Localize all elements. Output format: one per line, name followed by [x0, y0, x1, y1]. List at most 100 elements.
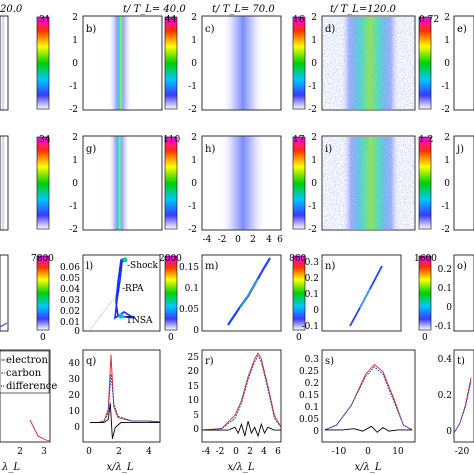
ytick: 0.1	[185, 284, 199, 294]
colorbar-i-max: 1.2	[419, 135, 433, 145]
ytick: 1	[444, 156, 450, 166]
ytick: 2	[191, 133, 197, 143]
panel-s-frame	[321, 349, 416, 443]
panel-q-frame	[82, 349, 161, 443]
annotation-rpa: -RPA	[122, 284, 144, 294]
row3-yticks-n: 0.3 0.2 0.1 0 -0.1	[302, 258, 320, 332]
panel-s-carbon-line	[324, 366, 413, 431]
panel-g-letter: g)	[86, 144, 96, 155]
panel-d-density	[340, 17, 400, 109]
panel-t-letter: t)	[457, 356, 465, 367]
ytick: 2	[444, 13, 450, 23]
row3-panels: l) -Shock -RPA TNSA m) n) o) 7800 0 2000…	[0, 254, 474, 343]
ytick: -1	[188, 202, 197, 212]
colorbar-k-min: 0	[40, 333, 46, 343]
colorbar-a-max: 31	[39, 15, 50, 25]
ytick: 0	[311, 59, 317, 69]
ytick: 1	[191, 156, 197, 166]
panel-m-phase-space-core	[239, 278, 259, 309]
xlabel-q: x/λ_L	[107, 462, 134, 473]
xtick: -2	[218, 235, 227, 245]
colorbar-a	[36, 16, 50, 110]
xtick: 2	[116, 447, 122, 457]
ytick: -1	[69, 202, 78, 212]
ytick: 20	[188, 367, 200, 377]
xtick: 2	[17, 447, 23, 457]
xtick: 0	[233, 447, 239, 457]
panel-p-electron-line	[29, 419, 51, 442]
row2-yticks-b: 2 1 0 -1 -2	[69, 133, 78, 235]
panel-i-density	[342, 137, 400, 229]
panel-s-diff-line	[324, 425, 413, 433]
ytick: -1	[441, 82, 450, 92]
ytick: 0	[444, 179, 450, 189]
colorbar-k	[36, 255, 50, 331]
colorbar-n-max: 1600	[414, 254, 437, 264]
panel-i-letter: i)	[325, 144, 332, 155]
colorbar-f-max: 34	[39, 135, 51, 145]
column-title-4: t/ T_L=120.0	[330, 4, 397, 15]
panel-q-letter: q)	[86, 356, 96, 367]
ytick: 0	[193, 425, 199, 435]
row4-yticks-t: 0.4 0.2 0	[438, 355, 453, 437]
xtick: -4	[202, 447, 211, 457]
panel-l-hotspot-tnsa	[118, 313, 124, 319]
ytick: 0.01	[60, 318, 80, 328]
ytick: -1	[188, 82, 197, 92]
ytick: 0	[446, 427, 452, 437]
panel-r-carbon-line	[201, 354, 282, 431]
ytick: 1	[72, 36, 78, 46]
colorbar-k-max: 7800	[31, 254, 54, 264]
ytick: 0	[74, 327, 80, 337]
ytick: -1	[308, 202, 317, 212]
panel-n-letter: n)	[325, 261, 335, 272]
ytick: 0.2	[438, 265, 452, 275]
row1-yticks-b: 2 1 0 -1 -2	[69, 13, 78, 115]
row1-panels: b) c) d) e) 31 44 16 0.72 2 1 0 -1 -2 2 …	[0, 13, 474, 115]
ytick: 0.03	[60, 296, 80, 306]
row3-yticks-l: 0.06 0.05 0.04 0.03 0.02 0.01 0	[60, 263, 80, 337]
xlabel-r: x/λ_L	[228, 462, 255, 473]
ytick: 0.05	[60, 274, 80, 284]
row2-yticks-c: 2 1 0 -1 -2	[188, 133, 197, 235]
xtick: 0	[365, 447, 371, 457]
panel-l-faint-trace	[89, 289, 121, 331]
panel-q-diff-line	[90, 403, 160, 439]
ytick: 25	[188, 353, 200, 363]
ytick: 5	[193, 411, 199, 421]
panel-n-phase-space-core	[359, 288, 371, 309]
xtick: 4	[261, 447, 267, 457]
ytick: 1	[311, 36, 317, 46]
xtick: 0	[235, 235, 241, 245]
ytick: -2	[441, 225, 450, 235]
xlabel-left: λ_L	[1, 462, 20, 473]
panel-k-frame	[0, 254, 9, 332]
colorbar-h	[292, 136, 306, 230]
panel-k-trace	[0, 322, 8, 328]
ytick: 2	[311, 133, 317, 143]
ytick: -2	[308, 225, 317, 235]
panel-m-frame	[201, 254, 282, 332]
panel-f-density	[0, 136, 6, 230]
panel-e-letter: e)	[457, 24, 467, 35]
row4-yticks-r: 25 20 15 10 5 0	[188, 353, 200, 435]
row1-yticks-e: 2 1 0 -1 -2	[441, 13, 450, 115]
panel-r-letter: r)	[205, 356, 214, 367]
ytick: 0.05	[179, 305, 199, 315]
panel-e-frame	[453, 15, 474, 111]
panel-r-frame	[201, 349, 282, 443]
xtick: -2	[216, 447, 225, 457]
row1-yticks-c: 2 1 0 -1 -2	[188, 13, 197, 115]
panel-j-frame	[453, 135, 474, 231]
panel-t-carbon-line	[453, 381, 472, 434]
panel-l-phase-space	[114, 257, 135, 320]
legend-box	[0, 350, 50, 394]
colorbar-i	[418, 136, 432, 230]
colorbar-l-max: 2000	[159, 254, 182, 264]
panel-l-letter: l)	[86, 261, 93, 272]
row2-xticks-c: -4 -2 0 2 4 6	[203, 235, 284, 245]
ytick: 0	[313, 427, 319, 437]
column-title-3: t/ T_L= 70.0	[212, 4, 275, 15]
colorbar-b	[164, 16, 178, 110]
